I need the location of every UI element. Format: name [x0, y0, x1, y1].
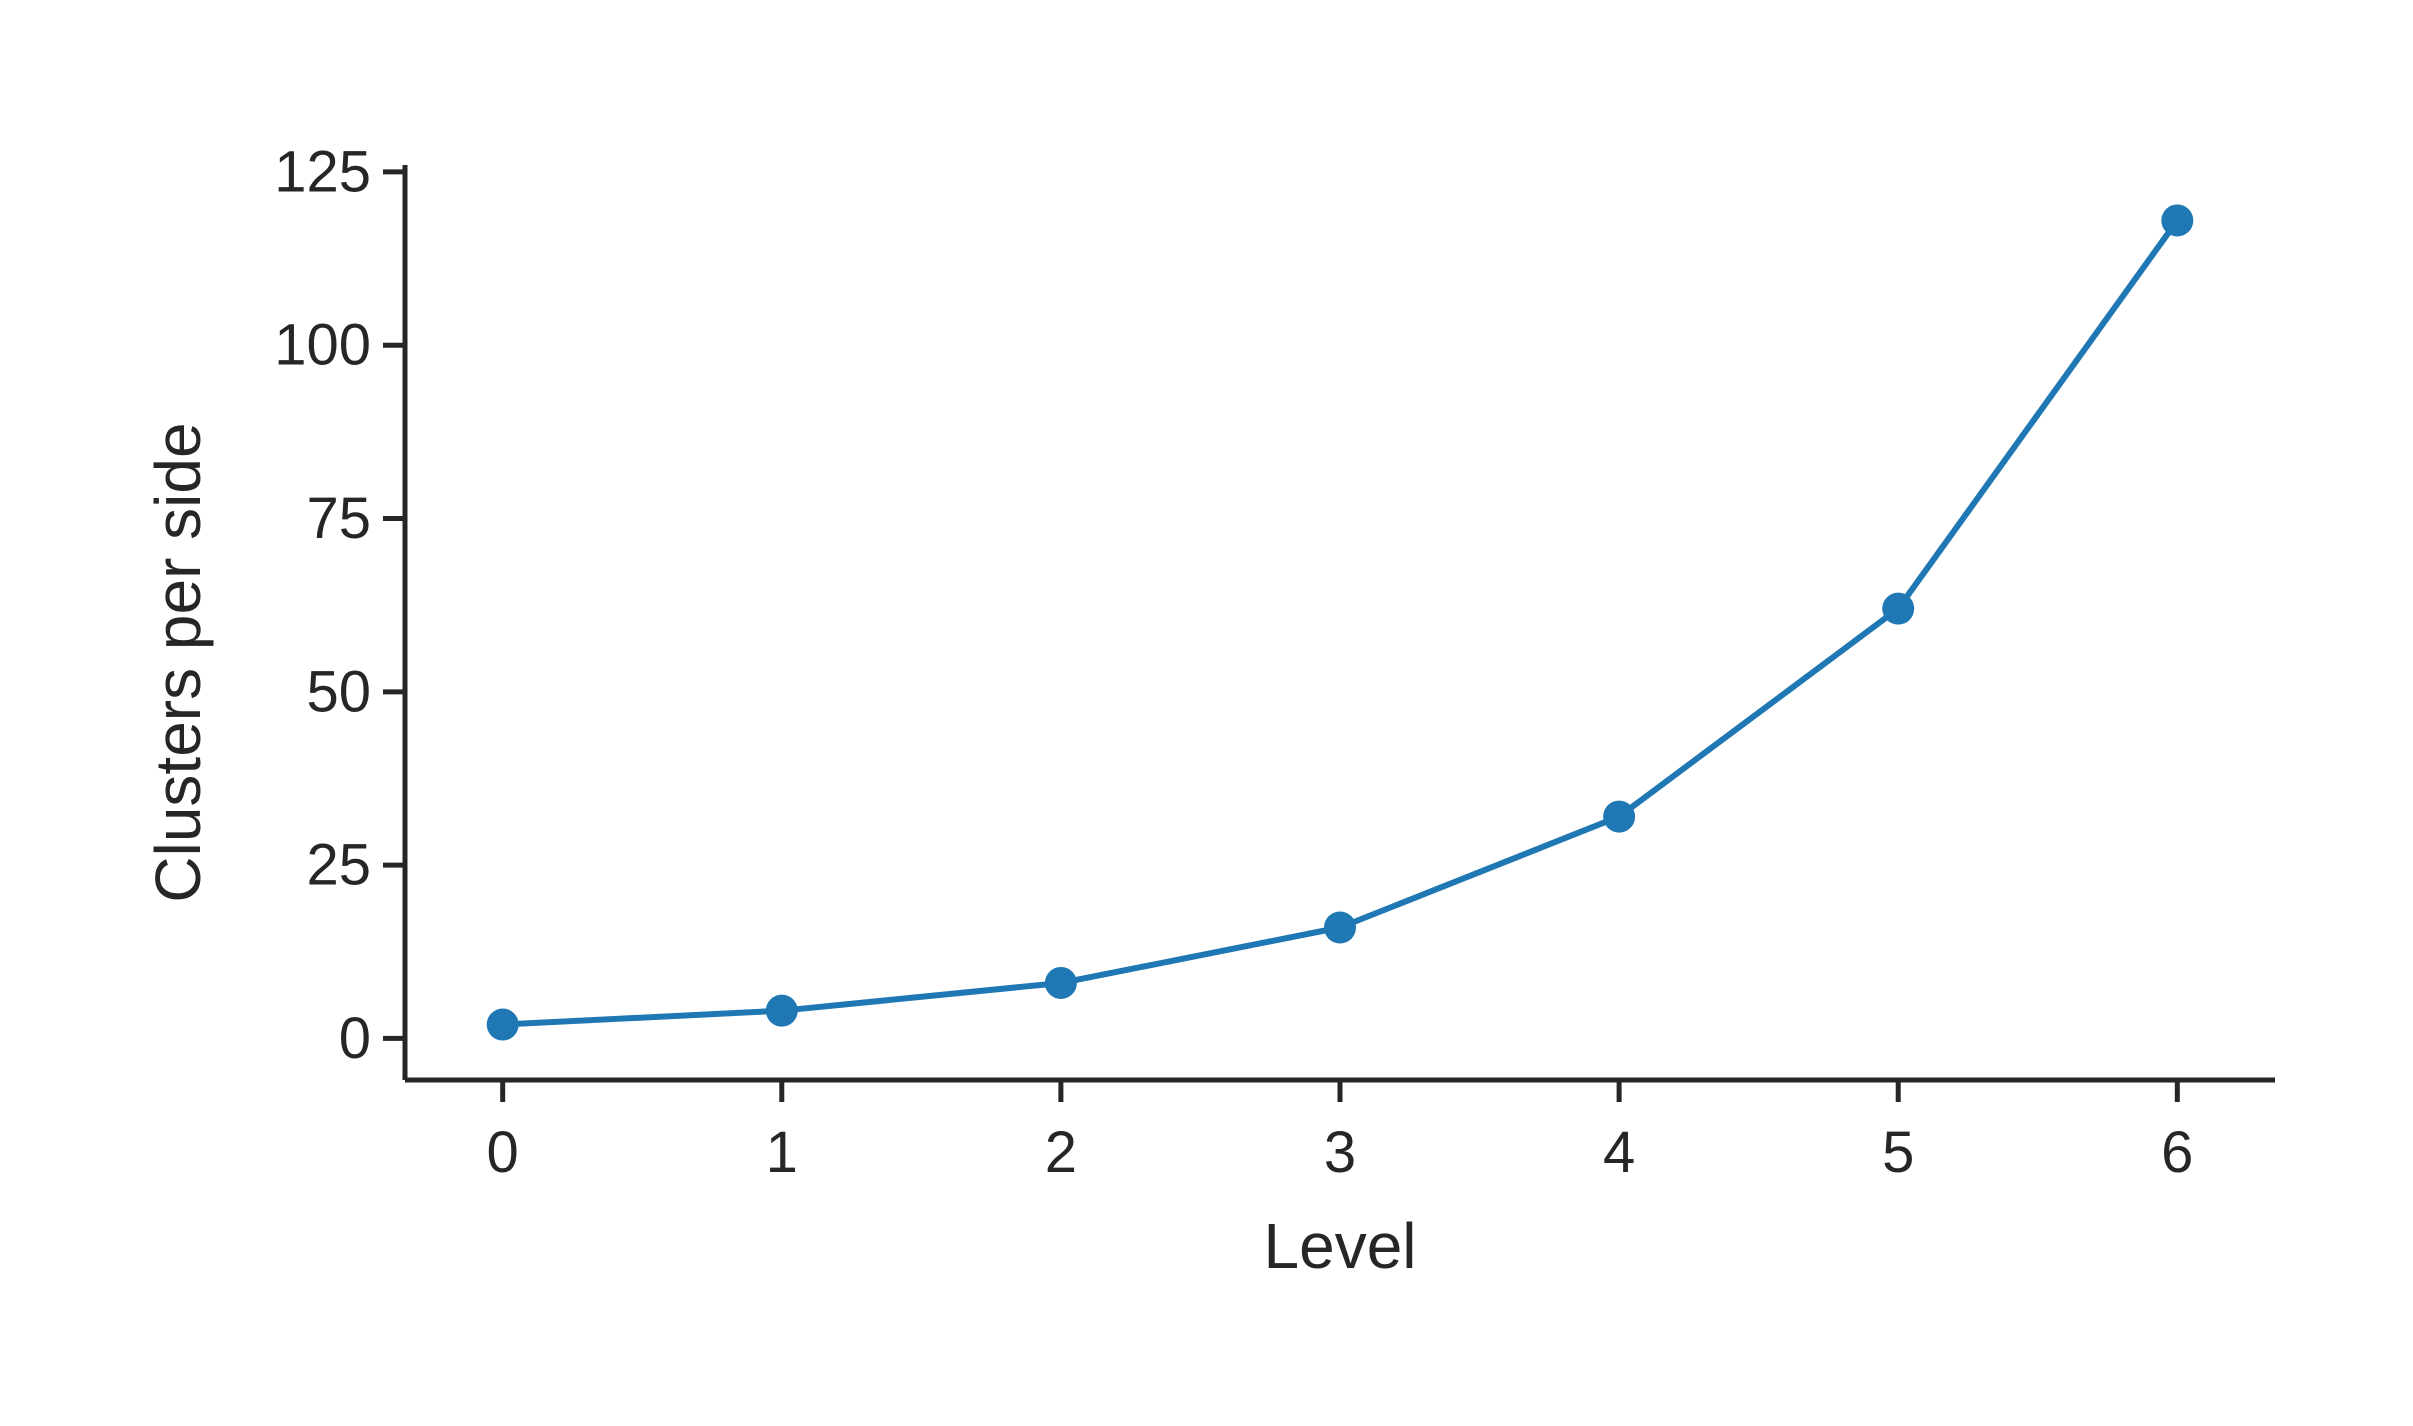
y-tick-label: 0 [339, 1006, 371, 1071]
series-group [486, 204, 2194, 1041]
x-axis-label: Level [1264, 1210, 1417, 1282]
x-tick-label: 4 [1603, 1120, 1635, 1185]
y-tick-label: 100 [274, 313, 371, 378]
y-axis-ticks: 0 25 50 75 100 125 [274, 139, 405, 1071]
y-tick-label: 75 [306, 486, 371, 551]
data-point [765, 994, 798, 1027]
y-axis-label: Clusters per side [142, 422, 214, 902]
series-line [499, 217, 2181, 1028]
x-axis-ticks: 0 1 2 3 4 5 6 [487, 1080, 2193, 1185]
data-point [2161, 204, 2194, 237]
data-point [486, 1008, 519, 1041]
x-tick-label: 5 [1882, 1120, 1914, 1185]
x-tick-label: 6 [2161, 1120, 2193, 1185]
data-point [1603, 800, 1636, 833]
data-point [1044, 966, 1077, 999]
x-tick-label: 0 [487, 1120, 519, 1185]
data-point [1324, 911, 1356, 944]
y-tick-label: 125 [274, 139, 371, 204]
x-tick-label: 2 [1045, 1120, 1077, 1185]
data-point [1882, 592, 1915, 625]
y-tick-label: 50 [306, 659, 371, 724]
y-tick-label: 25 [306, 833, 371, 898]
x-tick-label: 3 [1324, 1120, 1356, 1185]
x-tick-label: 1 [766, 1120, 798, 1185]
